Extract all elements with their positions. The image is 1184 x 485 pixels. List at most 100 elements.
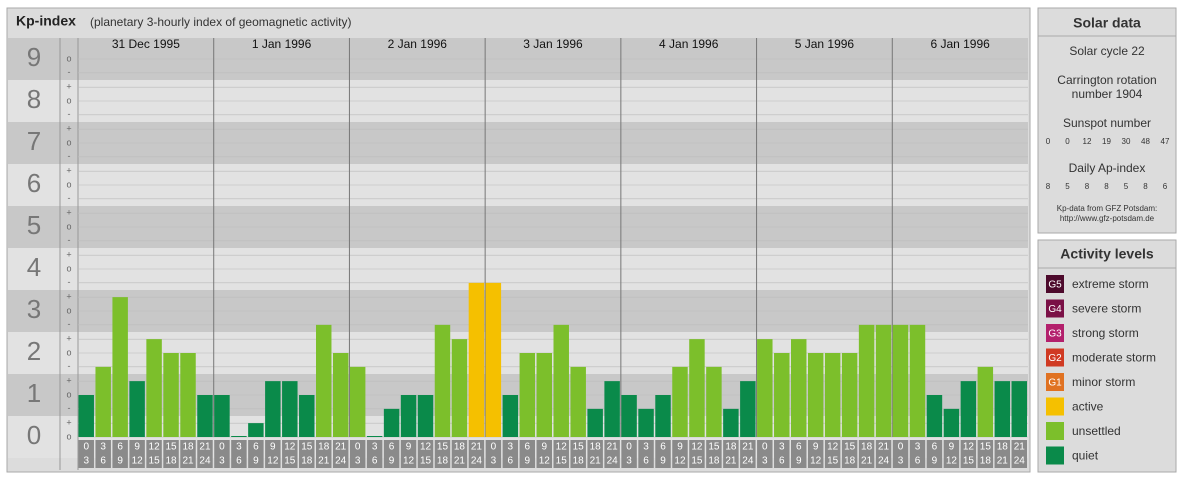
bar <box>943 408 960 437</box>
day-label: 6 Jan 1996 <box>930 37 990 51</box>
hour-box <box>655 440 671 468</box>
bar <box>383 408 400 437</box>
hour-box <box>774 440 790 468</box>
y-tick-label: 3 <box>27 294 41 324</box>
bar <box>112 297 128 437</box>
hour-box <box>706 440 722 468</box>
y-minor-label: o <box>66 221 71 231</box>
hour-end: 3 <box>355 456 361 467</box>
hour-end: 21 <box>725 456 737 467</box>
hour-end: 9 <box>796 456 802 467</box>
hour-start: 3 <box>236 442 242 453</box>
hour-start: 15 <box>844 442 856 453</box>
hour-start: 12 <box>284 442 296 453</box>
day-label: 2 Jan 1996 <box>388 37 448 51</box>
hour-start: 0 <box>355 442 361 453</box>
bar <box>740 381 756 437</box>
hour-end: 9 <box>660 456 666 467</box>
hour-start: 9 <box>406 442 412 453</box>
hour-start: 6 <box>389 442 395 453</box>
hour-end: 21 <box>182 456 194 467</box>
hour-box <box>282 440 298 468</box>
hour-start: 18 <box>182 442 194 453</box>
ap-title: Daily Ap-index <box>1069 161 1146 175</box>
bar <box>960 381 977 437</box>
y-minor-label: - <box>68 109 71 119</box>
hour-box <box>740 440 756 468</box>
hour-end: 12 <box>810 456 822 467</box>
bar <box>706 366 722 437</box>
y-tick-label: 4 <box>27 252 41 282</box>
legend-label: active <box>1072 400 1104 414</box>
hour-box <box>78 440 94 468</box>
legend-label: extreme storm <box>1072 277 1149 291</box>
bar <box>265 381 281 437</box>
y-minor-label: o <box>66 179 71 189</box>
sunspot-value: 0 <box>1046 137 1051 146</box>
hour-start: 0 <box>219 442 225 453</box>
y-tick-label: 2 <box>27 336 41 366</box>
hour-box <box>909 440 926 468</box>
y-minor-label: - <box>68 319 71 329</box>
hour-end: 15 <box>556 456 568 467</box>
ap-value: 5 <box>1065 182 1070 191</box>
hour-start: 9 <box>677 442 683 453</box>
legend-swatch <box>1046 446 1064 465</box>
hour-start: 12 <box>827 442 839 453</box>
hour-start: 15 <box>980 442 992 453</box>
y-minor-label: + <box>66 82 71 92</box>
hour-end: 15 <box>691 456 703 467</box>
bar <box>180 353 196 437</box>
legend-label: severe storm <box>1072 302 1141 316</box>
hour-start: 18 <box>725 442 737 453</box>
y-minor-label: + <box>66 292 71 302</box>
hour-start: 6 <box>932 442 938 453</box>
hour-end: 3 <box>762 456 768 467</box>
hour-end: 6 <box>643 456 649 467</box>
hour-start: 0 <box>491 442 497 453</box>
y-tick-label: 6 <box>27 168 41 198</box>
ap-value: 8 <box>1143 182 1148 191</box>
hour-box <box>332 440 349 468</box>
hour-start: 3 <box>915 442 921 453</box>
hour-end: 12 <box>539 456 551 467</box>
hour-box <box>604 440 620 468</box>
bar <box>977 366 994 437</box>
bar <box>468 282 485 437</box>
bar <box>434 324 451 437</box>
hour-box <box>146 440 162 468</box>
hour-start: 12 <box>556 442 568 453</box>
hour-box <box>723 440 739 468</box>
legend-label: quiet <box>1072 449 1099 463</box>
hour-box <box>434 440 451 468</box>
hour-start: 21 <box>878 442 890 453</box>
hour-box <box>892 440 909 468</box>
y-tick-label: 9 <box>27 42 41 72</box>
legend-swatch <box>1046 275 1064 293</box>
hour-end: 9 <box>525 456 531 467</box>
bar <box>655 395 671 437</box>
hour-end: 12 <box>674 456 686 467</box>
hour-box <box>519 440 536 468</box>
hour-end: 18 <box>844 456 856 467</box>
bar <box>638 408 654 437</box>
sunspot-value: 48 <box>1141 137 1150 146</box>
hour-end: 15 <box>420 456 432 467</box>
legend-swatch <box>1046 324 1064 342</box>
hour-box <box>129 440 145 468</box>
hour-box <box>417 440 434 468</box>
hour-box <box>587 440 603 468</box>
hour-end: 3 <box>898 456 904 467</box>
bar <box>672 366 688 437</box>
hour-end: 18 <box>573 456 585 467</box>
hour-start: 18 <box>318 442 330 453</box>
carrington: number 1904 <box>1072 87 1143 101</box>
legend-label: moderate storm <box>1072 351 1156 365</box>
hour-start: 15 <box>301 442 313 453</box>
hour-box <box>621 440 637 468</box>
y-minor-label: + <box>66 208 71 218</box>
ap-value: 6 <box>1163 182 1168 191</box>
hour-end: 18 <box>980 456 992 467</box>
hour-box <box>570 440 586 468</box>
